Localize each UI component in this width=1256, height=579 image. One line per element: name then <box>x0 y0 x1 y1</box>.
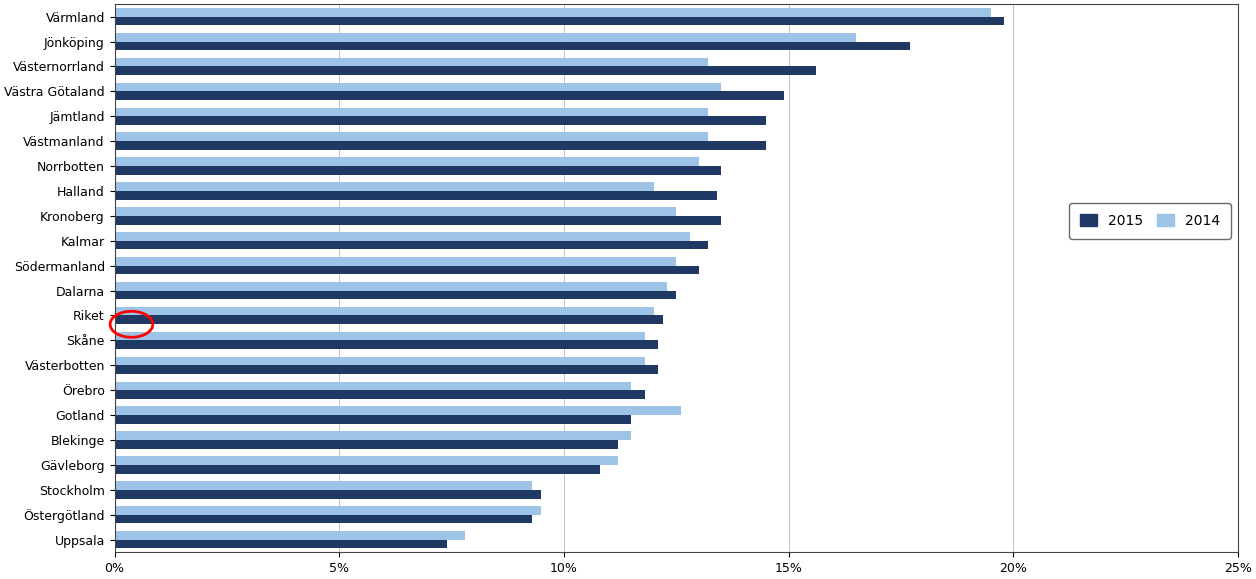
Bar <box>114 216 721 225</box>
Bar <box>114 515 533 523</box>
Bar <box>114 390 644 399</box>
Bar <box>114 465 600 474</box>
Bar <box>114 415 632 424</box>
Bar <box>114 291 676 299</box>
Bar <box>114 506 541 515</box>
Bar <box>114 241 707 250</box>
Bar <box>114 332 644 340</box>
Bar <box>114 382 632 390</box>
Bar <box>114 232 690 241</box>
Bar <box>114 431 632 440</box>
Bar <box>114 58 707 67</box>
Bar <box>114 456 618 465</box>
Bar <box>114 157 698 166</box>
Bar <box>114 540 447 548</box>
Bar <box>114 282 667 291</box>
Bar <box>114 257 676 266</box>
Bar <box>114 531 465 540</box>
Bar <box>114 182 653 191</box>
Bar <box>114 406 681 415</box>
Bar <box>114 316 663 324</box>
Bar <box>114 133 707 141</box>
Legend: 2015, 2014: 2015, 2014 <box>1069 203 1231 239</box>
Bar <box>114 340 658 349</box>
Bar <box>114 307 653 316</box>
Bar <box>114 83 721 91</box>
Bar <box>114 365 658 374</box>
Bar <box>114 490 541 499</box>
Bar <box>114 42 909 50</box>
Bar <box>114 108 707 116</box>
Bar <box>114 67 815 75</box>
Bar <box>114 91 784 100</box>
Bar <box>114 166 721 175</box>
Bar <box>114 116 766 125</box>
Bar <box>114 8 991 17</box>
Bar <box>114 191 717 200</box>
Bar <box>114 481 533 490</box>
Bar <box>114 33 855 42</box>
Bar <box>114 207 676 216</box>
Bar <box>114 266 698 274</box>
Bar <box>114 141 766 150</box>
Bar <box>114 357 644 365</box>
Bar <box>114 440 618 449</box>
Bar <box>114 17 1005 25</box>
